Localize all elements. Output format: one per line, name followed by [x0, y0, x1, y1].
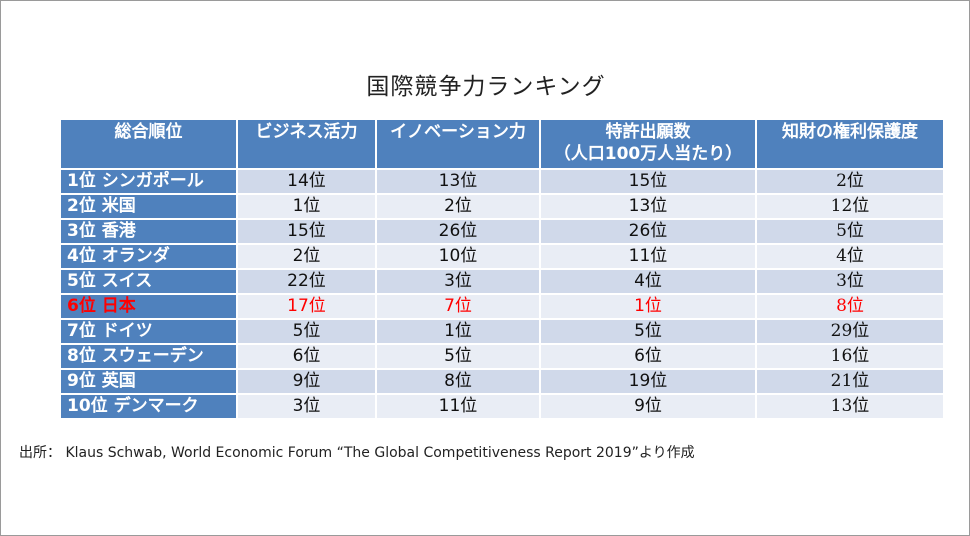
rank-value-cell: 14位: [237, 169, 377, 195]
rank-value-cell: 6位: [237, 344, 377, 370]
column-header-label: 特許出願数: [605, 122, 691, 142]
rank-value-cell: 22位: [237, 269, 377, 295]
rank-value-cell: 1位: [540, 294, 757, 320]
rank-value-cell: 2位: [237, 244, 377, 270]
rank-value-cell: 5位: [756, 219, 945, 245]
table-row: 9位 英国 9位 8位 19位 21位: [61, 369, 945, 395]
table-row: 8位 スウェーデン 6位 5位 6位 16位: [61, 344, 945, 370]
rank-value-cell: 17位: [237, 294, 377, 320]
overall-rank-cell: 3位 香港: [61, 219, 238, 245]
rank-value-cell: 2位: [756, 169, 945, 195]
rank-value-cell: 9位: [540, 394, 757, 420]
rank-value-cell: 3位: [237, 394, 377, 420]
rank-value-cell: 6位: [540, 344, 757, 370]
rank-value-cell: 26位: [376, 219, 541, 245]
table-row: 3位 香港 15位 26位 26位 5位: [61, 219, 945, 245]
ranking-table: 総合順位 ビジネス活力 イノベーション力 特許出願数 （人口100万人当たり） …: [61, 120, 945, 420]
table-row: 7位 ドイツ 5位 1位 5位 29位: [61, 319, 945, 345]
rank-value-cell: 13位: [756, 394, 945, 420]
column-header: イノベーション力: [376, 120, 541, 170]
rank-value-cell: 5位: [237, 319, 377, 345]
overall-rank-cell: 5位 スイス: [61, 269, 238, 295]
rank-value-cell: 1位: [376, 319, 541, 345]
column-header-label: イノベーション力: [390, 122, 526, 142]
column-header-label: ビジネス活力: [255, 122, 358, 142]
rank-value-cell: 3位: [376, 269, 541, 295]
table-row: 6位 日本 17位 7位 1位 8位: [61, 294, 945, 320]
overall-rank-cell: 9位 英国: [61, 369, 238, 395]
chart-title: 国際競争力ランキング: [366, 74, 606, 100]
rank-value-cell: 3位: [756, 269, 945, 295]
rank-value-cell: 7位: [376, 294, 541, 320]
overall-rank-cell: 1位 シンガポール: [61, 169, 238, 195]
overall-rank-cell: 6位 日本: [61, 294, 238, 320]
overall-rank-cell: 8位 スウェーデン: [61, 344, 238, 370]
column-header-label: 知財の権利保護度: [782, 122, 918, 142]
rank-value-cell: 13位: [540, 194, 757, 220]
column-header: 総合順位: [61, 120, 238, 170]
header-row: 総合順位 ビジネス活力 イノベーション力 特許出願数 （人口100万人当たり） …: [61, 120, 945, 170]
column-header-subtitle: （人口100万人当たり）: [553, 144, 743, 164]
overall-rank-cell: 7位 ドイツ: [61, 319, 238, 345]
column-header: 特許出願数 （人口100万人当たり）: [540, 120, 757, 170]
column-header-label: 総合順位: [114, 122, 183, 142]
rank-value-cell: 4位: [540, 269, 757, 295]
rank-value-cell: 8位: [756, 294, 945, 320]
rank-value-cell: 11位: [540, 244, 757, 270]
column-header: ビジネス活力: [237, 120, 377, 170]
overall-rank-cell: 4位 オランダ: [61, 244, 238, 270]
rank-value-cell: 5位: [540, 319, 757, 345]
rank-value-cell: 11位: [376, 394, 541, 420]
overall-rank-cell: 2位 米国: [61, 194, 238, 220]
rank-value-cell: 8位: [376, 369, 541, 395]
rank-value-cell: 19位: [540, 369, 757, 395]
column-header: 知財の権利保護度: [756, 120, 945, 170]
rank-value-cell: 1位: [237, 194, 377, 220]
rank-value-cell: 9位: [237, 369, 377, 395]
rank-value-cell: 29位: [756, 319, 945, 345]
table-row: 2位 米国 1位 2位 13位 12位: [61, 194, 945, 220]
table-row: 5位 スイス 22位 3位 4位 3位: [61, 269, 945, 295]
rank-value-cell: 12位: [756, 194, 945, 220]
table-row: 1位 シンガポール 14位 13位 15位 2位: [61, 169, 945, 195]
rank-value-cell: 5位: [376, 344, 541, 370]
source-note: 出所： Klaus Schwab, World Economic Forum “…: [19, 445, 695, 461]
rank-value-cell: 15位: [237, 219, 377, 245]
rank-value-cell: 13位: [376, 169, 541, 195]
overall-rank-cell: 10位 デンマーク: [61, 394, 238, 420]
rank-value-cell: 10位: [376, 244, 541, 270]
rank-value-cell: 2位: [376, 194, 541, 220]
rank-value-cell: 4位: [756, 244, 945, 270]
rank-value-cell: 26位: [540, 219, 757, 245]
rank-value-cell: 16位: [756, 344, 945, 370]
rank-value-cell: 15位: [540, 169, 757, 195]
table-row: 4位 オランダ 2位 10位 11位 4位: [61, 244, 945, 270]
table-row: 10位 デンマーク 3位 11位 9位 13位: [61, 394, 945, 420]
rank-value-cell: 21位: [756, 369, 945, 395]
